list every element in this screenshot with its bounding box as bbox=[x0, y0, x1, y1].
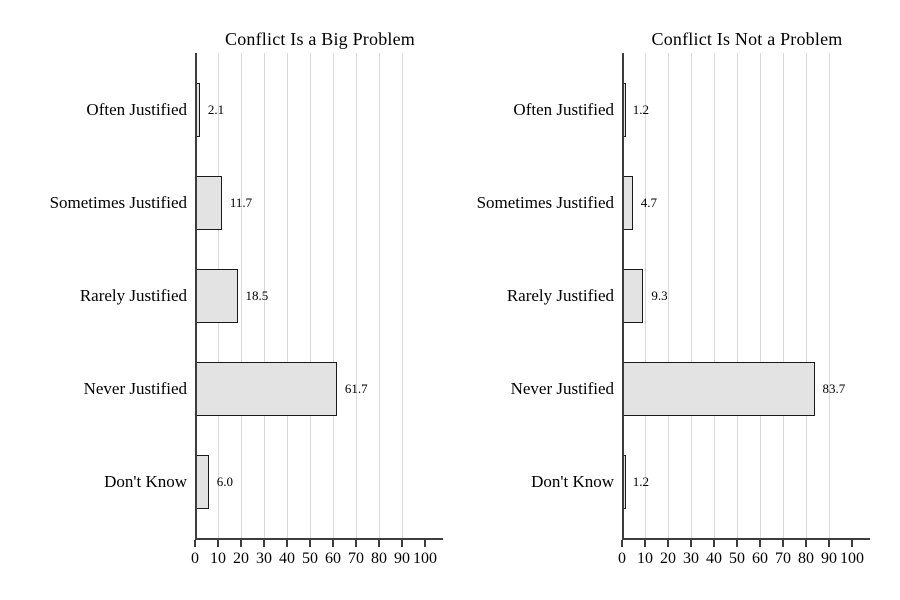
axis-tick-label: 40 bbox=[706, 550, 722, 567]
x-axis-line bbox=[195, 538, 443, 540]
bar-value-label: 2.1 bbox=[207, 102, 225, 117]
axis-tick-label: 100 bbox=[413, 550, 437, 567]
bar-chart-not-problem: Conflict Is Not a Problem 1.2 Often Justi… bbox=[427, 0, 877, 600]
bar-value-label: 9.3 bbox=[651, 288, 668, 303]
y-axis-line bbox=[195, 53, 197, 540]
axis-tick-label: 30 bbox=[256, 550, 272, 567]
gridline bbox=[829, 53, 830, 538]
category-label: Don't Know bbox=[531, 472, 614, 491]
axis-tick-label: 60 bbox=[752, 550, 768, 567]
bar bbox=[195, 176, 222, 230]
gridline bbox=[668, 53, 669, 538]
axis-tick-label: 0 bbox=[191, 550, 199, 567]
bar bbox=[195, 269, 238, 323]
axis-tick bbox=[309, 540, 311, 547]
axis-tick-label: 80 bbox=[798, 550, 814, 567]
axis-tick-label: 60 bbox=[325, 550, 341, 567]
axis-tick bbox=[736, 540, 738, 547]
x-axis-line bbox=[622, 538, 870, 540]
bar-value-label: 11.7 bbox=[229, 195, 253, 210]
axis-tick bbox=[332, 540, 334, 547]
axis-tick bbox=[240, 540, 242, 547]
axis-tick-label: 90 bbox=[821, 550, 837, 567]
axis-tick bbox=[263, 540, 265, 547]
category-label: Rarely Justified bbox=[506, 286, 614, 305]
category-label: Don't Know bbox=[104, 472, 187, 491]
gridline bbox=[287, 53, 288, 538]
gridline bbox=[645, 53, 646, 538]
axis-tick bbox=[355, 540, 357, 547]
category-label: Never Justified bbox=[510, 379, 614, 398]
bar-value-label: 4.7 bbox=[640, 195, 658, 210]
bar-value-label: 61.7 bbox=[344, 381, 368, 396]
axis-tick-label: 0 bbox=[618, 550, 626, 567]
axis-tick bbox=[217, 540, 219, 547]
category-label: Never Justified bbox=[83, 379, 187, 398]
chart-title: Conflict Is a Big Problem bbox=[225, 29, 415, 49]
axis-tick-label: 50 bbox=[302, 550, 318, 567]
gridline bbox=[264, 53, 265, 538]
bar bbox=[622, 269, 644, 323]
axis-tick bbox=[690, 540, 692, 547]
gridline bbox=[691, 53, 692, 538]
y-axis-line bbox=[622, 53, 624, 540]
axis-tick-label: 70 bbox=[775, 550, 791, 567]
bar-value-label: 83.7 bbox=[822, 381, 846, 396]
axis-tick bbox=[759, 540, 761, 547]
gridline bbox=[760, 53, 761, 538]
category-label: Often Justified bbox=[513, 100, 614, 119]
bar bbox=[195, 455, 209, 509]
axis-tick-label: 10 bbox=[210, 550, 226, 567]
axis-tick-label: 90 bbox=[394, 550, 410, 567]
axis-tick bbox=[644, 540, 646, 547]
gridline bbox=[310, 53, 311, 538]
axis-tick-label: 10 bbox=[637, 550, 653, 567]
axis-tick bbox=[621, 540, 623, 547]
axis-tick-label: 20 bbox=[660, 550, 676, 567]
category-label: Sometimes Justified bbox=[49, 193, 187, 212]
gridline bbox=[241, 53, 242, 538]
bar-value-label: 18.5 bbox=[245, 288, 269, 303]
axis-tick bbox=[401, 540, 403, 547]
axis-tick bbox=[713, 540, 715, 547]
bar-value-label: 1.2 bbox=[632, 474, 649, 489]
gridline bbox=[379, 53, 380, 538]
axis-tick bbox=[378, 540, 380, 547]
gridline bbox=[737, 53, 738, 538]
axis-tick bbox=[782, 540, 784, 547]
bar bbox=[195, 362, 337, 416]
category-label: Rarely Justified bbox=[79, 286, 187, 305]
axis-tick-label: 100 bbox=[840, 550, 864, 567]
gridline bbox=[402, 53, 403, 538]
axis-tick-label: 50 bbox=[729, 550, 745, 567]
category-label: Often Justified bbox=[86, 100, 187, 119]
plot-area: 2.1 Often Justified 11.7 Sometimes Justifie… bbox=[50, 53, 443, 567]
axis-tick bbox=[286, 540, 288, 547]
axis-tick bbox=[851, 540, 853, 547]
axis-tick bbox=[805, 540, 807, 547]
axis-tick-label: 70 bbox=[348, 550, 364, 567]
gridline bbox=[714, 53, 715, 538]
axis-tick bbox=[667, 540, 669, 547]
axis-tick-label: 80 bbox=[371, 550, 387, 567]
gridline bbox=[783, 53, 784, 538]
axis-tick-label: 20 bbox=[233, 550, 249, 567]
axis-tick bbox=[828, 540, 830, 547]
axis-tick-label: 30 bbox=[683, 550, 699, 567]
axis-tick bbox=[194, 540, 196, 547]
bar-chart-big-problem: Conflict Is a Big Problem 2.1 Often Justi… bbox=[50, 29, 443, 567]
axis-tick-label: 40 bbox=[279, 550, 295, 567]
bar-value-label: 1.2 bbox=[632, 102, 649, 117]
bar bbox=[622, 362, 815, 416]
gridline bbox=[806, 53, 807, 538]
gridline bbox=[356, 53, 357, 538]
gridline bbox=[333, 53, 334, 538]
chart-title: Conflict Is Not a Problem bbox=[651, 29, 843, 49]
bar-value-label: 6.0 bbox=[216, 474, 234, 489]
axis-tick bbox=[424, 540, 426, 547]
plot-area: 1.2 Often Justified 4.7 Sometimes Justified… bbox=[477, 53, 870, 567]
category-label: Sometimes Justified bbox=[476, 193, 614, 212]
